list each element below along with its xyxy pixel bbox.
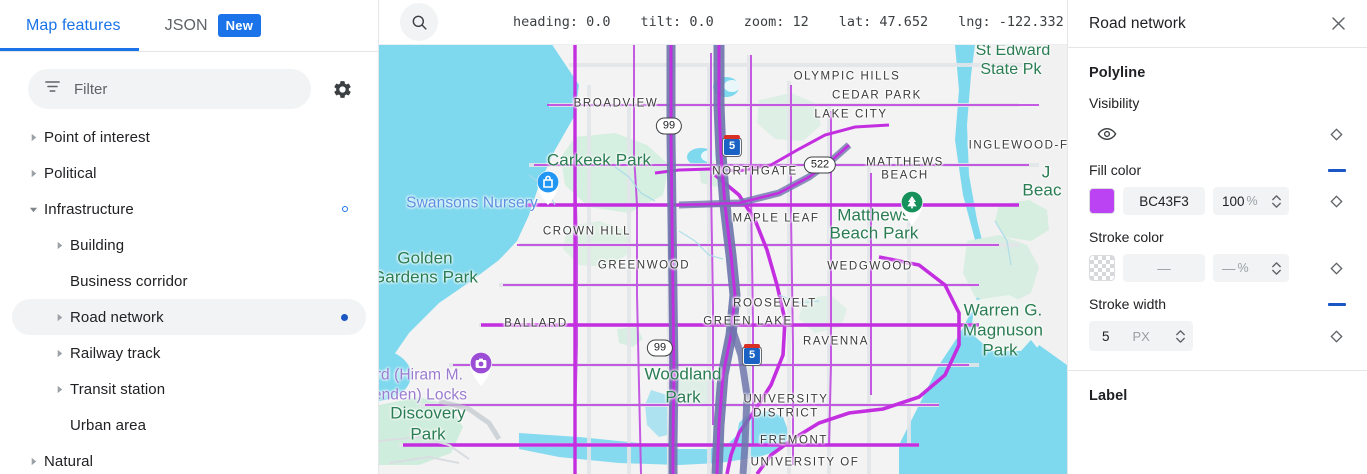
diamond-keyframe-icon[interactable]	[1326, 124, 1346, 144]
chevron-right-icon[interactable]	[22, 169, 44, 178]
opacity-stepper[interactable]	[1268, 193, 1284, 210]
diamond-keyframe-icon[interactable]	[1326, 326, 1346, 346]
opacity-input-fill-color[interactable]: 100%	[1213, 187, 1289, 215]
property-label-fill-color: Fill color	[1068, 148, 1367, 178]
property-row-stroke-width: 5 PX	[1068, 312, 1367, 351]
map-toolbar: heading: 0.0 tilt: 0.0 zoom: 12 lat: 47.…	[379, 0, 1067, 45]
close-icon[interactable]	[1323, 9, 1353, 39]
eye-icon[interactable]	[1093, 120, 1121, 148]
chevron-right-icon[interactable]	[48, 349, 70, 358]
diamond-keyframe-icon[interactable]	[1326, 258, 1346, 278]
filter-row: Filter	[0, 52, 378, 109]
feature-tree: Point of interest Political Infrastructure…	[0, 109, 378, 474]
status-zoom: zoom: 12	[743, 14, 809, 30]
left-panel: Map features JSON New Filter	[0, 0, 379, 474]
animated-property-dash	[1328, 168, 1346, 172]
map-canvas[interactable]: BROADVIEW OLYMPIC HILLS CEDAR PARK LAKE CIT…	[379, 45, 1067, 474]
section-heading-polyline: Polyline	[1089, 65, 1146, 81]
right-panel-title: Road network	[1089, 14, 1186, 32]
status-lng: lng: -122.332	[958, 14, 1064, 30]
color-swatch-stroke-color[interactable]	[1089, 255, 1115, 281]
tab-json-label: JSON	[164, 16, 208, 34]
opacity-value: 100	[1222, 193, 1245, 209]
new-badge: New	[217, 14, 262, 37]
tree-item-label: Natural	[44, 452, 94, 470]
property-row-fill-color: BC43F3 100%	[1068, 178, 1367, 215]
section-heading-label: Label	[1089, 388, 1128, 404]
tree-item-building[interactable]: Building	[12, 227, 366, 263]
map-status-readout: heading: 0.0 tilt: 0.0 zoom: 12 lat: 47.…	[513, 14, 1064, 30]
opacity-unit: %	[1246, 194, 1258, 208]
tree-item-natural[interactable]: Natural	[12, 443, 366, 474]
tree-item-label: Transit station	[70, 380, 166, 398]
tree-item-label: Railway track	[70, 344, 161, 362]
tree-item-label: Infrastructure	[44, 200, 134, 218]
tree-item-infrastructure[interactable]: Infrastructure	[12, 191, 366, 227]
gear-icon[interactable]	[325, 72, 359, 106]
tab-json[interactable]: JSON	[165, 0, 208, 51]
property-row-visibility	[1068, 111, 1367, 148]
property-label-text: Stroke width	[1089, 296, 1167, 312]
tree-item-business-corridor[interactable]: Business corridor	[12, 263, 366, 299]
chevron-right-icon[interactable]	[48, 241, 70, 250]
tree-item-label: Business corridor	[70, 272, 188, 290]
tree-item-point-of-interest[interactable]: Point of interest	[12, 119, 366, 155]
number-value: 5	[1102, 328, 1110, 344]
tree-item-political[interactable]: Political	[12, 155, 366, 191]
property-label-text: Visibility	[1089, 95, 1140, 111]
chevron-right-icon[interactable]	[22, 457, 44, 466]
right-panel-body: Polyline Visibility Fill color BC43F3 100% St…	[1068, 48, 1367, 474]
tab-bar: Map features JSON New	[0, 0, 378, 52]
search-input[interactable]: Filter	[28, 69, 311, 109]
property-label-visibility: Visibility	[1068, 81, 1367, 111]
diamond-keyframe-icon[interactable]	[1326, 191, 1346, 211]
map-column: heading: 0.0 tilt: 0.0 zoom: 12 lat: 47.…	[379, 0, 1067, 474]
style-override-indicator	[342, 206, 348, 212]
tree-item-urban-area[interactable]: Urban area	[12, 407, 366, 443]
tree-item-label: Road network	[70, 308, 164, 326]
opacity-unit: %	[1237, 261, 1249, 275]
opacity-value: —	[1222, 260, 1236, 276]
section-divider	[1068, 370, 1367, 371]
property-label-text: Fill color	[1089, 162, 1142, 178]
hex-input-fill-color[interactable]: BC43F3	[1123, 187, 1205, 215]
right-panel-header: Road network	[1068, 0, 1367, 48]
tree-item-label: Political	[44, 164, 97, 182]
tab-map-features-label: Map features	[26, 16, 121, 34]
property-label-text: Stroke color	[1089, 229, 1164, 245]
animated-property-dash	[1328, 302, 1346, 306]
status-tilt: tilt: 0.0	[640, 14, 714, 30]
search-input-placeholder: Filter	[74, 80, 108, 98]
tree-item-transit-station[interactable]: Transit station	[12, 371, 366, 407]
tree-item-label: Building	[70, 236, 125, 254]
status-heading: heading: 0.0	[513, 14, 611, 30]
chevron-right-icon[interactable]	[22, 133, 44, 142]
search-icon[interactable]	[400, 3, 438, 41]
right-panel: Road network Polyline Visibility Fill colo…	[1067, 0, 1367, 474]
number-input-stroke-width[interactable]: 5 PX	[1089, 321, 1193, 351]
opacity-input-stroke-color[interactable]: —%	[1213, 254, 1289, 282]
style-override-indicator	[341, 313, 348, 321]
opacity-stepper[interactable]	[1268, 260, 1284, 277]
hex-input-stroke-color[interactable]: —	[1123, 254, 1205, 282]
tree-item-road-network[interactable]: Road network	[12, 299, 366, 335]
chevron-right-icon[interactable]	[48, 385, 70, 394]
tree-item-label: Point of interest	[44, 128, 150, 146]
property-label-stroke-color: Stroke color	[1068, 215, 1367, 245]
stroke-width-stepper[interactable]	[1172, 328, 1188, 345]
map-base-graphics	[379, 45, 1067, 474]
number-unit: PX	[1132, 328, 1150, 344]
chevron-down-icon[interactable]	[22, 205, 44, 214]
color-swatch-fill-color[interactable]	[1089, 188, 1115, 214]
tree-item-label: Urban area	[70, 416, 147, 434]
chevron-right-icon[interactable]	[48, 313, 70, 322]
filter-icon	[44, 78, 61, 100]
status-lat: lat: 47.652	[838, 14, 929, 30]
tab-map-features[interactable]: Map features	[0, 0, 139, 51]
property-label-stroke-width: Stroke width	[1068, 282, 1367, 312]
tree-item-railway-track[interactable]: Railway track	[12, 335, 366, 371]
property-row-stroke-color: — —%	[1068, 245, 1367, 282]
